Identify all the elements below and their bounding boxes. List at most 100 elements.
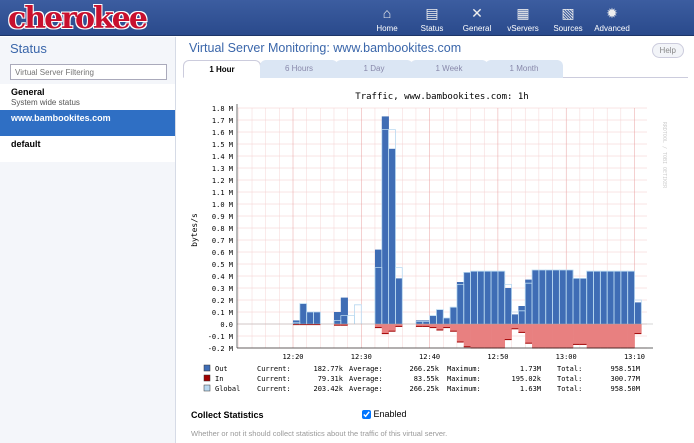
out-bar <box>525 279 533 324</box>
out-bar <box>620 271 628 324</box>
in-bar <box>607 324 615 348</box>
global-line-segment <box>388 129 396 324</box>
nav-general[interactable]: ✕ General <box>455 4 499 33</box>
sidebar-item-default[interactable]: default <box>0 136 175 162</box>
in-bar <box>566 324 574 348</box>
item-name: www.bambookites.com <box>11 113 111 123</box>
in-bar <box>443 324 451 328</box>
in-bar <box>545 324 553 348</box>
global-line-segment <box>354 304 362 324</box>
in-bar <box>532 324 540 348</box>
out-bar <box>477 271 485 324</box>
out-bar <box>607 271 615 324</box>
out-bar <box>306 312 314 324</box>
out-bar <box>450 307 458 324</box>
nav-sources[interactable]: ▧ Sources <box>546 4 590 33</box>
sidebar-item-bambookites[interactable]: www.bambookites.com <box>0 110 175 136</box>
in-bar <box>491 324 499 348</box>
global-line-segment <box>436 309 444 324</box>
in-bar <box>518 324 526 333</box>
nav-label: Home <box>376 24 398 33</box>
out-bar <box>552 270 560 324</box>
y-tick-label: 1.7 M <box>212 117 233 125</box>
time-range-tabs: 1 Hour 6 Hours 1 Day 1 Week 1 Month <box>183 60 688 78</box>
y-tick-label: 0.8 M <box>212 225 233 233</box>
y-tick-label: 0.4 M <box>212 273 233 281</box>
nav-label: Status <box>420 24 444 33</box>
global-line-segment <box>347 315 355 324</box>
out-bar <box>484 271 492 324</box>
out-bar <box>511 314 519 324</box>
legend-average-text: 266.25k <box>409 385 439 393</box>
nav-advanced[interactable]: ✹ Advanced <box>590 4 634 33</box>
nav-label: General <box>462 24 492 33</box>
out-bar <box>299 303 307 324</box>
in-bar <box>415 324 424 327</box>
legend-swatch-global <box>203 384 211 392</box>
nav-label: vServers <box>507 24 539 33</box>
in-bar <box>559 324 567 348</box>
help-button[interactable]: Help <box>651 43 684 58</box>
sources-icon: ▧ <box>561 5 575 21</box>
out-bar <box>532 270 540 324</box>
cherokee-logo[interactable]: cherokee <box>8 1 148 36</box>
out-bar <box>545 270 553 324</box>
tab-1-month[interactable]: 1 Month <box>485 60 563 78</box>
vservers-icon: ▦ <box>516 5 530 21</box>
out-bar <box>340 297 348 324</box>
rrdtool-watermark: RRDTOOL / TOBI OETIKER <box>661 122 667 189</box>
out-bar <box>429 315 437 324</box>
y-tick-label: 1.6 M <box>212 129 233 137</box>
in-bar <box>600 324 608 348</box>
tab-1-day[interactable]: 1 Day <box>335 60 413 78</box>
x-tick-label: 12:20 <box>282 353 303 361</box>
nav-vservers[interactable]: ▦ vServers <box>501 4 545 33</box>
in-bar <box>552 324 560 348</box>
page-title: Virtual Server Monitoring: www.bambookit… <box>189 41 462 55</box>
legend-maximum-text: Maximum: <box>447 385 481 393</box>
in-bar <box>374 324 383 328</box>
y-tick-label: 0.7 M <box>212 237 233 245</box>
home-icon: ⌂ <box>382 5 392 21</box>
legend-maximum-text: 195.02k <box>511 375 541 383</box>
enabled-checkbox-label[interactable]: Enabled <box>362 409 407 420</box>
virtual-server-filter-input[interactable] <box>10 64 167 80</box>
nav-status[interactable]: ▤ Status <box>410 4 454 33</box>
y-tick-label: 1.2 M <box>212 177 233 185</box>
item-desc: System wide status <box>11 98 80 107</box>
tab-1-hour[interactable]: 1 Hour <box>183 60 261 78</box>
in-bar <box>573 324 581 345</box>
in-bar <box>504 324 512 340</box>
legend-maximum-text: 1.73M <box>520 365 541 373</box>
enabled-checkbox[interactable] <box>362 410 371 420</box>
in-bar <box>511 324 519 329</box>
legend-current-text: Current: <box>257 365 291 373</box>
global-line-segment <box>504 283 512 324</box>
out-bar <box>422 320 430 324</box>
in-bar <box>470 324 478 348</box>
out-bar <box>586 271 594 324</box>
legend-current-text: Current: <box>257 385 291 393</box>
status-icon: ▤ <box>425 5 439 21</box>
legend-average-text: Average: <box>349 365 383 373</box>
out-bar <box>470 271 478 324</box>
tab-1-week[interactable]: 1 Week <box>410 60 488 78</box>
in-bar <box>463 324 471 347</box>
y-tick-label: 1.4 M <box>212 153 233 161</box>
sidebar-item-general[interactable]: General System wide status <box>0 84 175 110</box>
legend-total-text: Total: <box>557 375 582 383</box>
in-bar <box>634 324 642 334</box>
out-bar <box>593 271 601 324</box>
out-bar <box>436 309 444 324</box>
in-bar <box>620 324 628 348</box>
chart-title: Traffic, www.bambookites.com: 1h <box>355 92 528 102</box>
out-bar <box>497 271 506 324</box>
nav-home[interactable]: ⌂ Home <box>365 4 409 33</box>
out-bar <box>634 302 642 324</box>
global-line-segment <box>634 299 642 324</box>
tab-6-hours[interactable]: 6 Hours <box>260 60 338 78</box>
gear-icon: ✹ <box>606 5 618 21</box>
out-bar <box>600 271 608 324</box>
collect-statistics-description: Whether or not it should collect statist… <box>191 429 448 438</box>
enabled-text: Enabled <box>373 409 407 419</box>
